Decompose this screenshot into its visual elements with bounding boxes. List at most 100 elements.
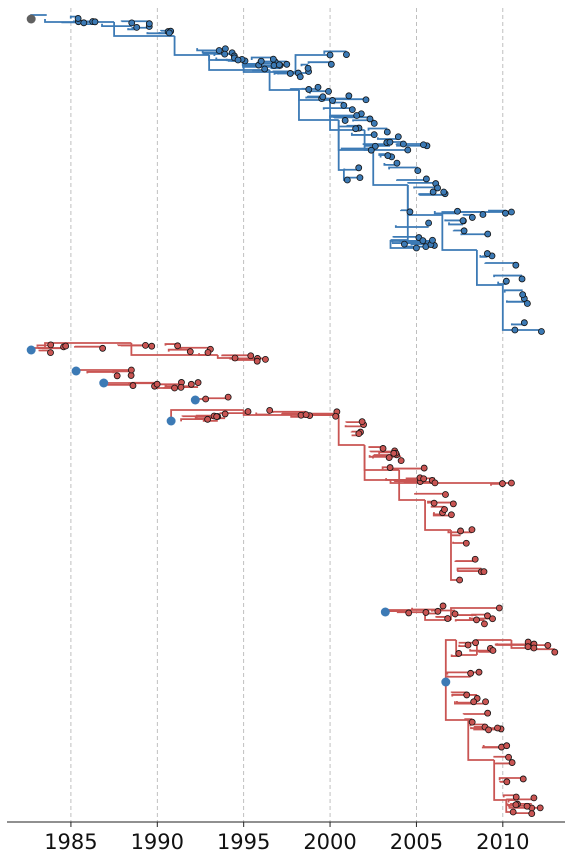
tip-node-49: [484, 230, 492, 238]
branch-13: [146, 32, 171, 35]
branch-89: [300, 63, 309, 67]
tip-node-8: [133, 24, 141, 31]
tip-node-41: [423, 175, 430, 183]
tip-node-72: [343, 51, 350, 58]
tip-node-188: [420, 475, 428, 483]
branch-126: [462, 213, 473, 216]
tip-node-69: [257, 57, 265, 65]
tip-node-3: [80, 19, 88, 27]
tip-node-101: [419, 237, 427, 245]
branch-207: [385, 478, 420, 481]
branch-130: [36, 344, 51, 347]
tip-node-178: [457, 527, 464, 535]
branch-186: [398, 470, 426, 501]
branch-174: [337, 415, 365, 446]
tip-node-125: [174, 342, 182, 350]
tip-node-236: [523, 802, 531, 810]
branch-54: [418, 193, 444, 196]
tip-node-32: [371, 142, 379, 150]
tip-node-42: [429, 188, 437, 196]
tip-node-89: [420, 141, 427, 149]
tip-node-79: [319, 93, 327, 101]
branch-191: [424, 500, 451, 531]
tip-node-194: [444, 615, 452, 622]
branch-245: [456, 700, 474, 704]
tip-node-97: [406, 208, 414, 216]
branch-49: [396, 179, 427, 181]
tip-node-139: [194, 379, 202, 386]
tip-node-104: [429, 236, 436, 244]
tip-node-96: [400, 240, 408, 248]
branch-7: [101, 23, 132, 28]
branch-105: [395, 143, 424, 145]
tip-node-143: [171, 384, 178, 392]
tip-node-120: [47, 349, 54, 357]
branch-44: [372, 150, 408, 186]
tip-node-156: [302, 411, 310, 419]
tip-node-183: [456, 576, 464, 584]
tip-node-226: [503, 742, 511, 750]
tip-node-106: [502, 209, 509, 217]
branch-11: [131, 26, 150, 29]
tip-node-129: [262, 355, 269, 363]
branch-63: [497, 281, 507, 285]
branch-248: [467, 720, 495, 761]
tip-node-24: [314, 83, 322, 91]
branch-35: [305, 96, 322, 99]
branch-141: [216, 355, 236, 359]
branch-67: [479, 254, 488, 258]
tip-node-127: [186, 348, 194, 356]
tip-node-77: [345, 92, 353, 100]
tip-node-15: [221, 50, 229, 58]
tip-node-56: [483, 250, 491, 257]
tip-node-160: [358, 418, 366, 426]
branch-172: [272, 410, 307, 413]
branch-184: [378, 451, 396, 455]
branch-52: [407, 181, 436, 184]
tip-node-28: [348, 106, 356, 114]
branch-73: [503, 289, 523, 293]
tick-label-2000: 2000: [303, 830, 356, 852]
tip-node-203: [467, 669, 475, 677]
branch-265: [505, 798, 534, 801]
branch-193: [447, 530, 472, 534]
tip-node-196: [434, 607, 442, 615]
tip-node-137: [153, 380, 161, 388]
tip-node-91: [352, 125, 360, 133]
tip-node-200: [489, 615, 496, 623]
root-node-115: [380, 607, 390, 617]
branch-38: [362, 143, 387, 145]
branch-208: [368, 455, 394, 458]
branch-57: [441, 215, 477, 251]
tip-node-195: [451, 610, 459, 618]
branch-102: [367, 127, 388, 131]
tip-node-67: [283, 60, 291, 68]
tip-node-210: [524, 643, 532, 651]
tip-node-62: [511, 326, 519, 334]
tip-node-193: [422, 609, 430, 616]
branch-21: [252, 69, 265, 72]
tip-node-181: [480, 568, 488, 576]
tip-node-132: [231, 354, 239, 362]
branch-139: [198, 353, 208, 356]
tip-node-235: [530, 794, 538, 802]
tip-node-209: [489, 647, 497, 654]
tip-node-190: [508, 479, 515, 487]
tip-node-157: [332, 412, 340, 420]
tip-node-198: [481, 620, 488, 628]
tip-node-58: [520, 319, 528, 327]
tip-node-167: [379, 445, 387, 452]
tip-node-16: [215, 47, 223, 54]
branch-83: [250, 56, 274, 60]
branch-101: [376, 137, 399, 140]
tip-node-6: [128, 19, 136, 27]
tip-node-161: [355, 430, 363, 438]
branch-8: [113, 22, 175, 37]
tip-node-144: [224, 393, 232, 401]
branch-220: [450, 607, 500, 620]
branch-144: [229, 357, 258, 360]
branch-55: [413, 186, 438, 189]
tick-label-1985: 1985: [44, 830, 97, 852]
tip-node-131: [253, 357, 261, 365]
